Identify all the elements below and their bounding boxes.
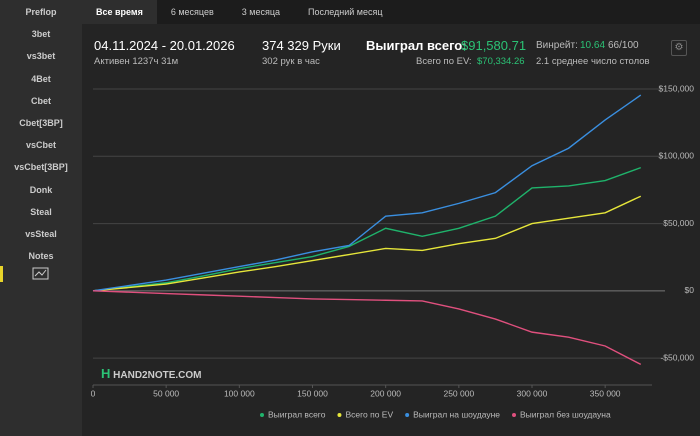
series-line <box>92 290 642 366</box>
sidebar: Preflop 3bet vs3bet 4Bet Cbet Cbet[3BP] vsCbet… <box>0 0 82 436</box>
sidebar-item[interactable]: Cbet <box>31 95 51 106</box>
sidebar-item[interactable]: Notes <box>28 251 54 262</box>
series-line <box>92 166 642 292</box>
hands: 374 329 Руки <box>262 38 341 53</box>
sidebar-item[interactable]: 3bet <box>31 29 51 40</box>
logo: H HAND2NOTE.COM <box>101 366 202 381</box>
tab[interactable]: Последний месяц <box>308 7 383 17</box>
sidebar-item[interactable]: vs3bet <box>26 51 56 62</box>
legend-swatch <box>337 413 342 417</box>
tab[interactable]: 3 месяца <box>241 7 280 17</box>
sidebar-item[interactable]: Cbet[3BP] <box>19 117 63 128</box>
sidebar-item[interactable]: 4Bet <box>31 73 51 84</box>
sidebar-item[interactable]: Donk <box>29 184 53 195</box>
x-tick-label: 200 000 <box>370 388 401 398</box>
period: 04.11.2024 - 20.01.2026 <box>94 38 235 53</box>
x-tick-label: 100 000 <box>224 388 255 398</box>
ev-label: Всего по EV: <box>416 56 472 67</box>
logo-text: HAND2NOTE.COM <box>113 370 202 381</box>
x-tick-label: 250 000 <box>443 388 474 398</box>
x-tick-label: 300 000 <box>517 388 548 398</box>
tab[interactable]: Все время <box>82 0 157 24</box>
sidebar-item[interactable]: vsCbet <box>25 140 56 151</box>
tabs: Все время 6 месяцев 3 месяца Последний меся… <box>82 0 700 24</box>
x-tick-label: 50 000 <box>153 388 179 398</box>
sidebar-item[interactable]: Preflop <box>25 7 57 17</box>
y-tick-label: $150,000 <box>659 83 695 93</box>
chart-icon[interactable] <box>0 264 82 284</box>
legend-swatch <box>260 413 264 417</box>
tab[interactable]: 6 месяцев <box>170 7 214 17</box>
y-tick-label: $50,000 <box>663 218 694 228</box>
x-tick-label: 350 000 <box>590 388 621 398</box>
won-label: Выиграл всего: <box>366 38 467 53</box>
active-time: Активен 1237ч 31м <box>94 56 179 67</box>
won-value: $91,580.71 <box>461 38 527 53</box>
x-tick-label: 0 <box>91 388 96 398</box>
legend-label: Всего по EV <box>345 409 393 419</box>
sidebar-item[interactable]: vsCbet[3BP] <box>14 162 68 173</box>
legend-label: Выиграл всего <box>268 409 326 419</box>
hands-rate: 302 рук в час <box>262 56 320 67</box>
ev-value: $70,334.26 <box>477 56 525 67</box>
y-tick-label: $100,000 <box>659 151 695 161</box>
legend-label: Выиграл на шоудауне <box>413 409 500 419</box>
y-tick-label: -$50,000 <box>660 352 694 362</box>
tables: 2.1 среднее число столов <box>536 56 650 67</box>
settings-button[interactable]: ⚙ <box>671 40 687 56</box>
winrate-score: 66/100 <box>608 40 639 51</box>
winrate-label: Винрейт: <box>536 40 578 51</box>
sidebar-item[interactable]: Steal <box>30 206 52 217</box>
series-line <box>92 94 642 292</box>
legend-swatch <box>512 413 517 417</box>
x-tick-label: 150 000 <box>297 388 328 398</box>
winrate-value: 10.64 <box>580 40 606 51</box>
sidebar-item[interactable]: vsSteal <box>25 228 57 239</box>
legend-swatch <box>405 413 410 417</box>
legend-label: Выиграл без шоудауна <box>520 409 611 419</box>
series-line <box>92 195 642 292</box>
y-tick-label: $0 <box>685 285 695 295</box>
